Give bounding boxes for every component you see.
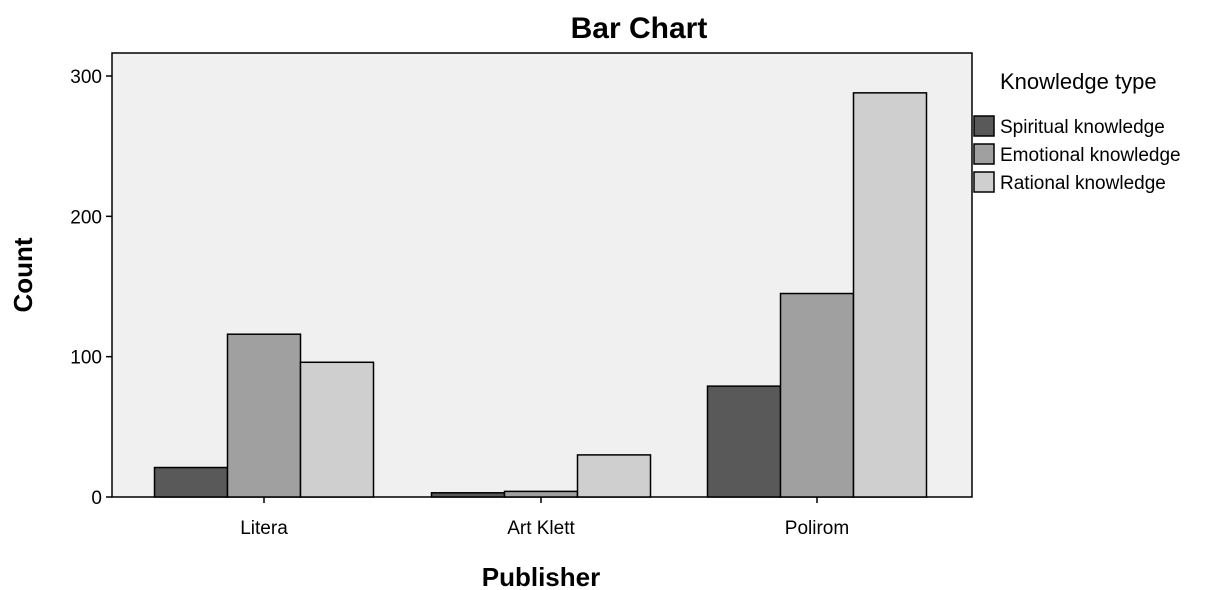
y-tick-label: 300 [70, 67, 102, 88]
y-tick-label: 200 [70, 207, 102, 228]
legend: Knowledge type Spiritual knowledge Emotio… [973, 69, 1181, 194]
y-tick-label: 0 [91, 488, 102, 509]
bar-polirom-spiritual-knowledge [706, 385, 782, 498]
legend-title: Knowledge type [1000, 69, 1157, 94]
bar-polirom-rational-knowledge [852, 92, 928, 498]
chart-title: Bar Chart [571, 12, 708, 45]
legend-label: Spiritual knowledge [1000, 117, 1165, 138]
x-tick-label: Polirom [785, 518, 849, 539]
x-tick-label: Art Klett [507, 518, 575, 539]
bar-art-klett-emotional-knowledge [503, 490, 579, 498]
y-tick-label: 100 [70, 348, 102, 369]
bar-art-klett-rational-knowledge [576, 454, 652, 498]
bar-art-klett-spiritual-knowledge [430, 492, 506, 498]
bar-polirom-emotional-knowledge [779, 292, 855, 498]
x-tick-label: Litera [240, 518, 288, 539]
y-axis-label: Count [8, 237, 38, 312]
bar-litera-rational-knowledge [299, 361, 375, 498]
x-axis: Litera Art Klett Polirom [240, 497, 849, 539]
bar-litera-emotional-knowledge [226, 333, 302, 498]
legend-swatch [973, 115, 995, 137]
y-axis: 0 100 200 300 [70, 67, 112, 509]
legend-label: Emotional knowledge [1000, 145, 1181, 166]
legend-swatch [973, 143, 995, 165]
legend-swatch [973, 171, 995, 193]
bar-litera-spiritual-knowledge [153, 466, 229, 498]
bars-layer [153, 92, 928, 498]
legend-label: Rational knowledge [1000, 173, 1166, 194]
x-axis-label: Publisher [482, 562, 600, 590]
